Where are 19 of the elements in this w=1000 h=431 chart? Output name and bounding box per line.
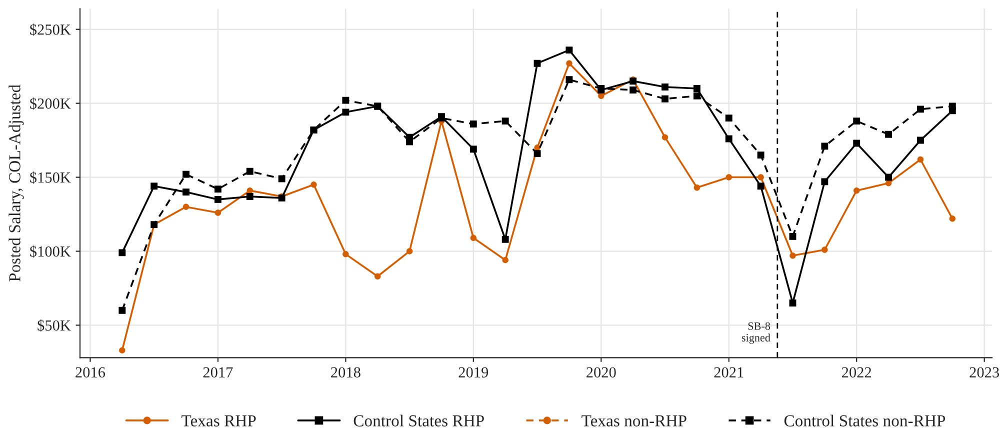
x-tick-label: 2017 [203,367,233,378]
x-tick-label: 2018 [331,367,360,378]
legend-label: Texas non-RHP [582,415,686,426]
y-axis-title: Posted Salary, COL-Adjusted [8,84,24,282]
ref-line-label: SB-8 signed [742,322,770,344]
x-tick-label: 2019 [458,367,488,378]
x-tick-label: 2021 [714,367,744,378]
y-tick-label: $150K [30,171,71,184]
y-tick-label: $50K [38,319,71,332]
y-tick-label: $100K [30,245,71,258]
legend-label: Control States RHP [354,414,484,426]
x-tick-label: 2023 [970,367,1000,378]
x-tick-label: 2020 [586,367,616,378]
x-tick-label: 2022 [842,367,872,378]
legend-label: Texas RHP [182,415,256,426]
y-tick-label: $250K [30,24,71,36]
legend-label: Control States non-RHP [784,414,946,426]
y-tick-label: $200K [30,98,71,110]
x-tick-label: 2016 [76,367,106,378]
